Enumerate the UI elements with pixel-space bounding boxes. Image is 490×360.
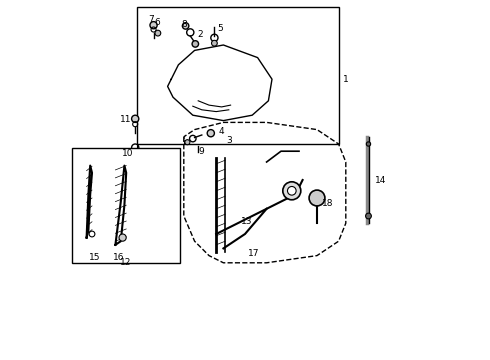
Text: 11: 11: [120, 115, 131, 124]
Circle shape: [132, 115, 139, 122]
Circle shape: [192, 41, 198, 47]
Text: 1: 1: [343, 75, 349, 84]
Text: 17: 17: [248, 249, 260, 258]
Circle shape: [283, 182, 301, 200]
Circle shape: [288, 186, 296, 195]
Text: 15: 15: [89, 253, 100, 262]
Text: 10: 10: [122, 149, 134, 158]
Circle shape: [182, 23, 189, 29]
Text: 9: 9: [198, 148, 204, 157]
Text: 5: 5: [217, 24, 222, 33]
Circle shape: [155, 30, 161, 36]
Text: 13: 13: [241, 217, 252, 226]
Circle shape: [185, 140, 190, 145]
Circle shape: [366, 213, 371, 219]
Text: 12: 12: [120, 258, 131, 267]
Text: 14: 14: [375, 176, 386, 185]
Bar: [72, 148, 180, 263]
Circle shape: [367, 142, 370, 146]
Text: 16: 16: [113, 253, 124, 262]
Text: 4: 4: [219, 127, 224, 136]
Text: 3: 3: [226, 136, 232, 145]
Text: 6: 6: [154, 18, 160, 27]
Text: 18: 18: [322, 199, 334, 208]
Text: 2: 2: [197, 30, 203, 39]
Text: 8: 8: [181, 20, 187, 29]
Circle shape: [207, 130, 215, 137]
Circle shape: [212, 40, 217, 46]
Circle shape: [119, 234, 126, 241]
Circle shape: [150, 22, 157, 29]
Circle shape: [309, 190, 325, 206]
Text: 7: 7: [148, 15, 153, 24]
Bar: [137, 7, 339, 144]
Circle shape: [133, 150, 138, 156]
